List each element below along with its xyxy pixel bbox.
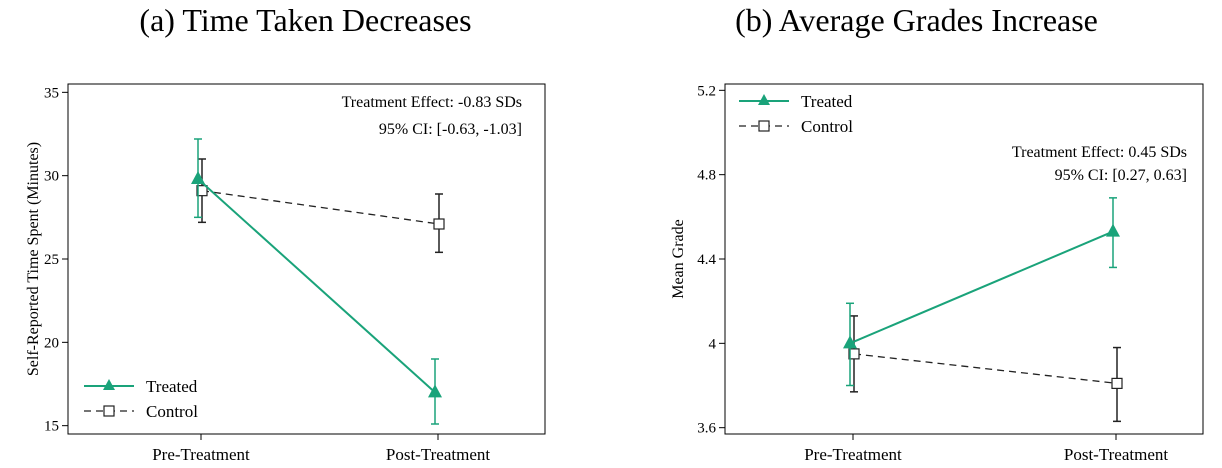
data-point-triangle [1106, 223, 1120, 237]
y-tick-label: 20 [44, 335, 59, 351]
x-tick-label: Post-Treatment [386, 445, 490, 464]
legend-label: Treated [146, 377, 198, 396]
y-tick-label: 25 [44, 252, 59, 268]
data-point-triangle [191, 171, 205, 184]
chart-title: (a) Time Taken Decreases [139, 2, 472, 38]
data-point-square [433, 218, 445, 230]
y-tick-label: 15 [44, 419, 59, 435]
series-line [197, 178, 436, 394]
y-axis-label: Self-Reported Time Spent (Minutes) [25, 142, 42, 376]
data-point-triangle [428, 384, 442, 398]
time-taken-chart: 15 20 25 30 35 Pre-Treatment Post-Treatment Sel… [25, 83, 546, 464]
series-control [196, 158, 445, 254]
legend-label: Treated [801, 92, 853, 111]
series-line [849, 230, 1114, 345]
legend-marker-square [758, 120, 770, 132]
legend-label: Control [146, 402, 198, 421]
y-tick-label: 4 [709, 336, 717, 352]
y-tick-label: 35 [44, 85, 59, 101]
data-point-square [196, 185, 208, 197]
confidence-interval-text: 95% CI: [0.27, 0.63] [1055, 167, 1187, 184]
y-tick-label: 4.8 [697, 168, 716, 184]
series-line [201, 190, 440, 225]
treatment-effect-text: Treatment Effect: -0.83 SDs [342, 94, 522, 111]
plot-frame [724, 83, 1204, 435]
y-tick-label: 30 [44, 169, 59, 185]
x-tick-label: Pre-Treatment [804, 445, 902, 464]
y-tick-label: 3.6 [697, 421, 716, 437]
data-point-square [848, 348, 860, 360]
data-point-square [1111, 377, 1123, 389]
legend-marker-square [103, 405, 115, 417]
treatment-effect-text: Treatment Effect: 0.45 SDs [1012, 144, 1187, 161]
panel-time-taken: (a) Time Taken Decreases 15 20 25 30 35 Pre-T… [25, 2, 546, 464]
x-tick-label: Pre-Treatment [152, 445, 250, 464]
series-control [848, 315, 1123, 423]
y-axis-label: Mean Grade [670, 219, 687, 299]
data-point-triangle [843, 335, 857, 349]
legend: Treated Control [84, 377, 198, 421]
legend: Treated Control [739, 92, 853, 136]
series-treated [191, 138, 442, 425]
series-line [853, 353, 1118, 385]
confidence-interval-text: 95% CI: [-0.63, -1.03] [379, 121, 522, 138]
legend-marker-triangle [758, 94, 770, 105]
chart-title: (b) Average Grades Increase [735, 2, 1098, 38]
y-tick-label: 4.4 [697, 252, 716, 268]
average-grades-chart: 3.6 4 4.4 4.8 5.2 Pre-Treatment Post-Treatment… [670, 83, 1204, 464]
y-tick-label: 5.2 [697, 83, 716, 99]
series-treated [843, 197, 1120, 387]
x-tick-label: Post-Treatment [1064, 445, 1168, 464]
legend-label: Control [801, 117, 853, 136]
legend-marker-triangle [103, 379, 115, 390]
panel-average-grades: (b) Average Grades Increase 3.6 4 4.4 4.8 5.… [611, 0, 1222, 468]
